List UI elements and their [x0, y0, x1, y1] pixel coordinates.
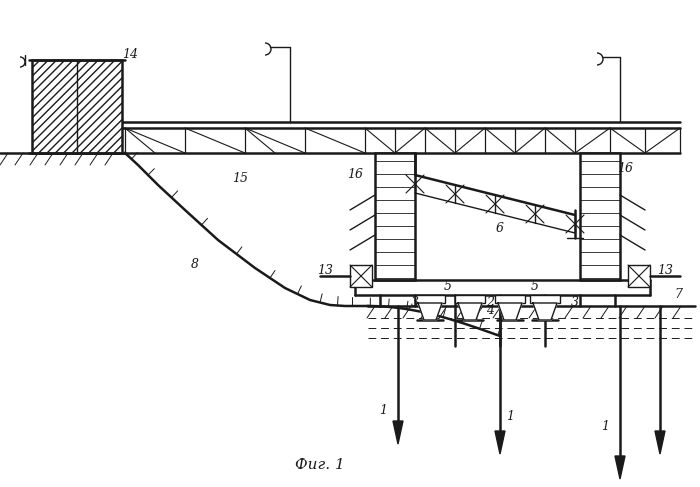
- Text: 5: 5: [531, 281, 539, 294]
- Bar: [455, 295, 485, 303]
- Text: 16: 16: [617, 162, 633, 174]
- Bar: [628, 265, 650, 287]
- Bar: [350, 265, 372, 287]
- Polygon shape: [458, 303, 482, 320]
- Polygon shape: [418, 303, 442, 320]
- Polygon shape: [615, 456, 625, 479]
- Text: 13: 13: [317, 263, 333, 277]
- Text: Фиг. 1: Фиг. 1: [295, 458, 345, 472]
- Polygon shape: [495, 431, 505, 454]
- Text: 7: 7: [674, 288, 682, 301]
- Text: 14: 14: [122, 49, 138, 61]
- Polygon shape: [533, 303, 557, 320]
- Text: 2: 2: [486, 296, 494, 308]
- Text: 3: 3: [411, 296, 419, 308]
- Bar: [530, 295, 560, 303]
- Text: 1: 1: [601, 419, 609, 432]
- Bar: [375, 153, 415, 280]
- Text: 4: 4: [486, 303, 494, 317]
- Polygon shape: [655, 431, 665, 454]
- Polygon shape: [393, 421, 403, 444]
- Text: 1: 1: [379, 405, 387, 417]
- Text: 16: 16: [347, 169, 363, 182]
- Text: 1: 1: [506, 410, 514, 423]
- Bar: [415, 295, 445, 303]
- Bar: [580, 153, 620, 280]
- Text: 3: 3: [571, 296, 579, 308]
- Bar: [32, 60, 122, 153]
- Text: 6: 6: [496, 222, 504, 235]
- Bar: [495, 295, 525, 303]
- Text: 5: 5: [444, 281, 452, 294]
- Text: 8: 8: [191, 259, 199, 271]
- Text: 15: 15: [232, 171, 248, 185]
- Polygon shape: [498, 303, 522, 320]
- Text: 13: 13: [657, 263, 673, 277]
